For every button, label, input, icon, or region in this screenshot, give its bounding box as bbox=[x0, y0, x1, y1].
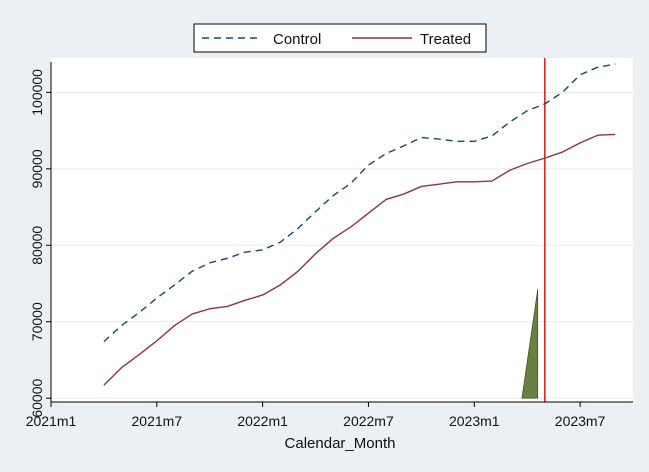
y-tick-label-3: 90000 bbox=[29, 149, 45, 188]
x-axis-title: Calendar_Month bbox=[285, 435, 396, 452]
legend-treated-label: Treated bbox=[420, 31, 471, 48]
y-tick-label-2: 80000 bbox=[29, 226, 45, 265]
annotations bbox=[521, 58, 546, 402]
annotation-triangle bbox=[521, 288, 539, 399]
x-tick-label-5: 2023m7 bbox=[555, 413, 606, 429]
x-tick-label-0: 2021m1 bbox=[26, 413, 77, 429]
y-tick-label-0: 60000 bbox=[29, 379, 45, 418]
series-line-control bbox=[103, 63, 616, 343]
y-tick-label-4: 100000 bbox=[29, 69, 45, 116]
legend: Control Treated bbox=[193, 23, 487, 53]
legend-control-label: Control bbox=[273, 31, 321, 48]
axes: 60000 70000 80000 90000 100000 2021m1 2021m7 20… bbox=[26, 62, 633, 429]
series-line-treated bbox=[103, 133, 616, 386]
x-tick-label-3: 2022m7 bbox=[343, 413, 394, 429]
x-tick-label-1: 2021m7 bbox=[132, 413, 183, 429]
x-tick-label-4: 2023m1 bbox=[449, 413, 500, 429]
series-lines bbox=[103, 63, 616, 386]
plot-area bbox=[51, 58, 633, 402]
y-tick-label-1: 70000 bbox=[29, 302, 45, 341]
x-tick-label-2: 2022m1 bbox=[237, 413, 288, 429]
